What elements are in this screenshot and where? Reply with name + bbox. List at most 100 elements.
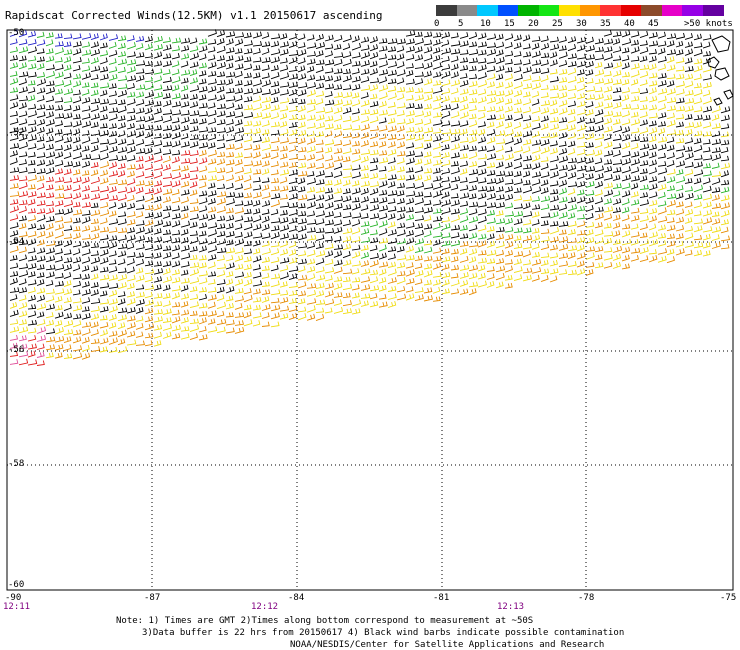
wind-barb: [558, 91, 568, 99]
wind-barb: [648, 104, 658, 111]
wind-barb: [639, 96, 648, 103]
wind-barb: [90, 98, 101, 105]
wind-barb: [639, 88, 649, 95]
wind-barb: [495, 210, 504, 217]
wind-barb: [126, 251, 136, 258]
wind-barb: [639, 119, 648, 127]
wind-barb: [522, 106, 532, 114]
wind-barb: [18, 102, 27, 110]
wind-barb: [36, 200, 46, 206]
wind-barb: [207, 78, 217, 85]
wind-barb: [675, 145, 686, 152]
wind-barb: [108, 210, 117, 217]
wind-barb: [36, 31, 45, 38]
wind-barb: [54, 280, 64, 287]
wind-barb: [270, 80, 280, 88]
wind-barb: [216, 151, 226, 158]
wind-barb: [99, 98, 110, 105]
wind-barb: [9, 157, 18, 165]
wind-barb: [468, 41, 478, 48]
wind-barb: [72, 329, 82, 336]
wind-barb: [207, 198, 216, 205]
wind-barb: [585, 69, 594, 76]
wind-barb: [387, 54, 397, 60]
wind-barb: [144, 35, 153, 43]
wind-barb: [288, 185, 297, 193]
wind-barb: [36, 104, 46, 110]
wind-barb: [360, 59, 370, 67]
wind-barb: [117, 267, 127, 274]
wind-barb: [315, 274, 326, 282]
wind-barb: [315, 307, 325, 314]
wind-barb: [117, 307, 128, 314]
wind-barb: [486, 162, 496, 168]
wind-barb: [684, 217, 693, 224]
wind-barb: [576, 36, 587, 44]
wind-barb: [63, 280, 72, 288]
wind-barb: [567, 108, 576, 116]
wind-barb: [90, 82, 99, 89]
wind-barb: [414, 71, 424, 78]
wind-barb: [243, 278, 253, 287]
wind-barb: [45, 70, 56, 79]
note-line-2: 3)Data buffer is 22 hrs from 20150617 4)…: [142, 628, 625, 638]
wind-barb: [414, 103, 423, 110]
wind-barb: [171, 196, 181, 204]
wind-barb: [585, 268, 594, 276]
wind-barb: [135, 68, 145, 74]
wind-barb: [333, 235, 342, 242]
wind-barb: [243, 263, 252, 271]
wind-barb: [9, 101, 19, 109]
wind-barb: [621, 103, 632, 110]
wind-barb: [153, 164, 164, 171]
wind-barb: [558, 196, 568, 203]
wind-barb: [306, 219, 317, 225]
wind-barb: [144, 204, 154, 211]
wind-barb: [432, 119, 443, 126]
wind-barb: [567, 237, 577, 244]
wind-barb: [117, 211, 127, 218]
wind-barb: [9, 359, 19, 365]
wind-barb: [234, 200, 244, 206]
wind-barb: [432, 231, 443, 238]
wind-barb: [414, 94, 424, 102]
wind-barb: [279, 64, 289, 72]
wind-barb: [315, 90, 325, 98]
wind-barb: [612, 214, 621, 221]
wind-barb: [513, 170, 522, 178]
wind-barb: [360, 44, 370, 51]
wind-barb: [558, 260, 569, 267]
wind-barb: [207, 278, 216, 285]
wind-barb: [306, 273, 316, 281]
wind-barb: [549, 155, 559, 163]
wind-barb: [324, 307, 333, 314]
wind-barb: [27, 335, 37, 342]
wind-barb: [513, 59, 522, 66]
wind-barb: [171, 124, 181, 132]
wind-barb: [576, 142, 586, 148]
wind-barb: [117, 146, 128, 154]
wind-barb: [144, 291, 153, 299]
note-line-1: Note: 1) Times are GMT 2)Times along bot…: [116, 616, 534, 626]
wind-barb: [441, 31, 451, 39]
wind-barb: [117, 346, 128, 354]
wind-barb: [27, 198, 36, 206]
wind-barb: [387, 213, 396, 220]
wind-barb: [369, 84, 379, 92]
wind-barb: [297, 306, 307, 313]
wind-barb: [378, 189, 388, 196]
wind-barb: [414, 63, 425, 70]
wind-barb: [72, 320, 82, 328]
wind-barb: [72, 217, 81, 224]
wind-barb: [621, 214, 630, 222]
wind-barb: [81, 288, 91, 296]
wind-barb: [684, 186, 693, 192]
wind-barb: [18, 151, 28, 158]
wind-barb: [549, 108, 559, 115]
lon-label: -81: [433, 593, 450, 603]
wind-barb: [189, 77, 198, 85]
wind-barb: [477, 72, 487, 80]
wind-barb: [252, 64, 261, 71]
wind-barb: [720, 219, 729, 226]
wind-barb: [153, 75, 163, 83]
